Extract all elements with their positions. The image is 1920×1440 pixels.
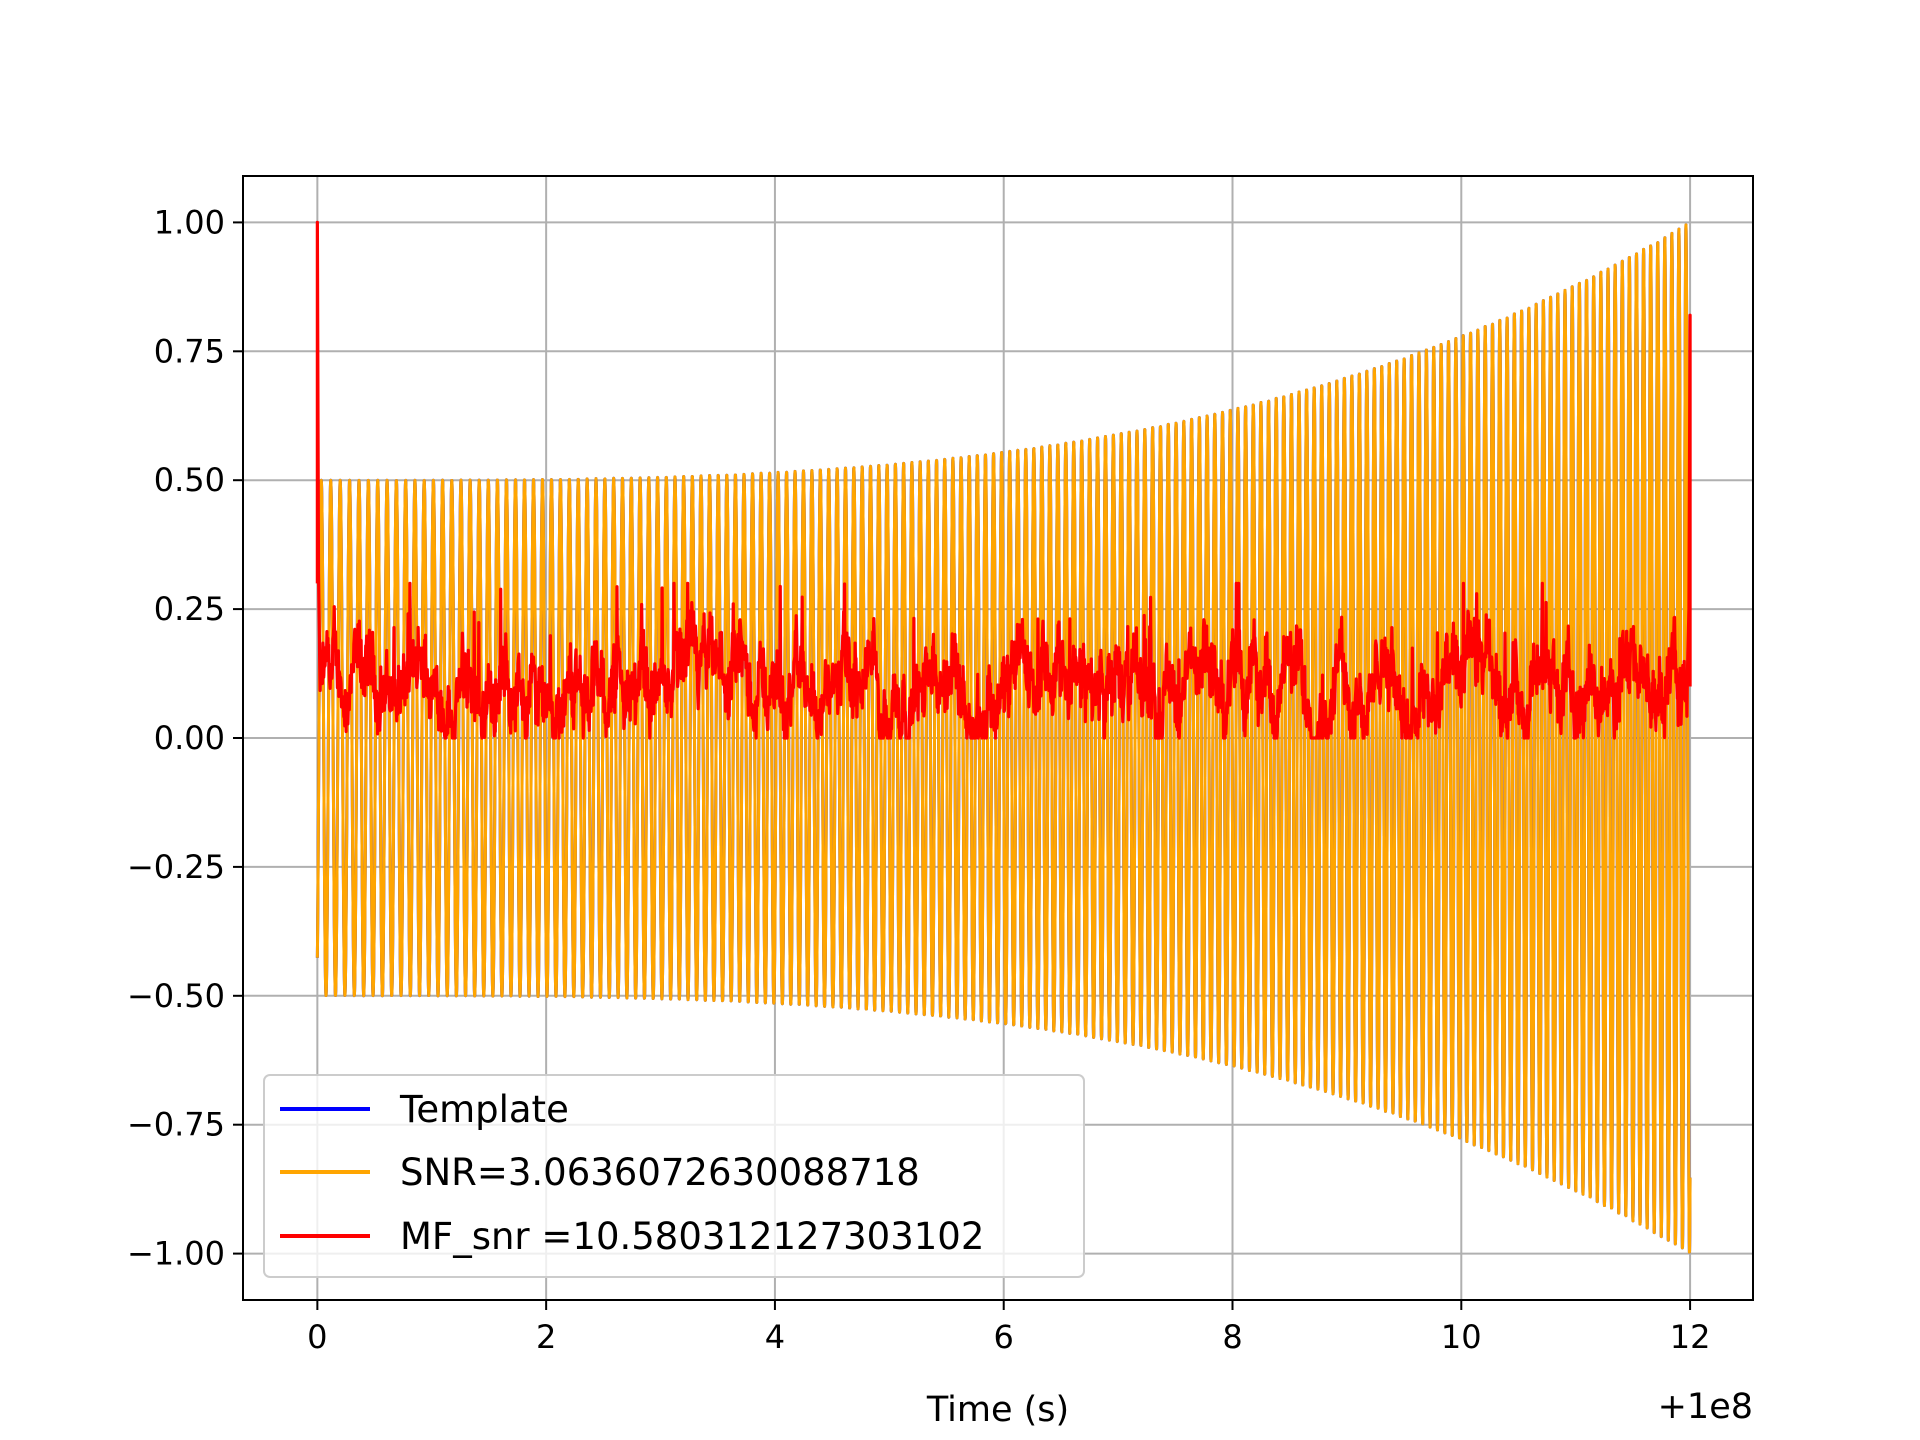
y-tick-label-2: 0.50	[154, 461, 225, 499]
series-layer	[315, 220, 1692, 1254]
x-tick-label-4: 8	[1222, 1318, 1242, 1356]
x-axis-label: Time (s)	[926, 1390, 1069, 1430]
y-tick-label-7: −0.75	[127, 1106, 225, 1144]
x-tick-label-3: 6	[994, 1318, 1014, 1356]
y-tick-label-0: 1.00	[154, 203, 225, 241]
y-tick-label-6: −0.50	[127, 977, 225, 1015]
x-tick-label-5: 10	[1441, 1318, 1482, 1356]
y-tick-label-8: −1.00	[127, 1235, 225, 1273]
y-tick-label-3: 0.25	[154, 590, 225, 628]
y-tick-label-1: 0.75	[154, 332, 225, 370]
series-line-2	[315, 220, 1692, 740]
legend-box	[263, 1074, 1085, 1278]
ticks: 0 2 4 6 8 10 12 1.00 0.75 0.50 0.25 0.00 −0.25 −0.50 −…	[127, 203, 1711, 1356]
x-tick-label-1: 2	[536, 1318, 556, 1356]
series-line-1	[315, 223, 1692, 1254]
legend-label-template: Template	[399, 1088, 569, 1131]
legend-label-snr: SNR=3.0636072630088718	[400, 1151, 920, 1194]
x-tick-label-0: 0	[307, 1318, 327, 1356]
x-tick-label-2: 4	[765, 1318, 785, 1356]
x-offset-label: +1e8	[1658, 1387, 1753, 1427]
y-tick-label-5: −0.25	[127, 848, 225, 886]
y-tick-label-4: 0.00	[154, 719, 225, 757]
legend: Template SNR=3.0636072630088718 MF_snr =…	[263, 1074, 1085, 1278]
legend-label-mf-snr: MF_snr =10.580312127303102	[400, 1215, 984, 1258]
x-tick-label-6: 12	[1670, 1318, 1711, 1356]
